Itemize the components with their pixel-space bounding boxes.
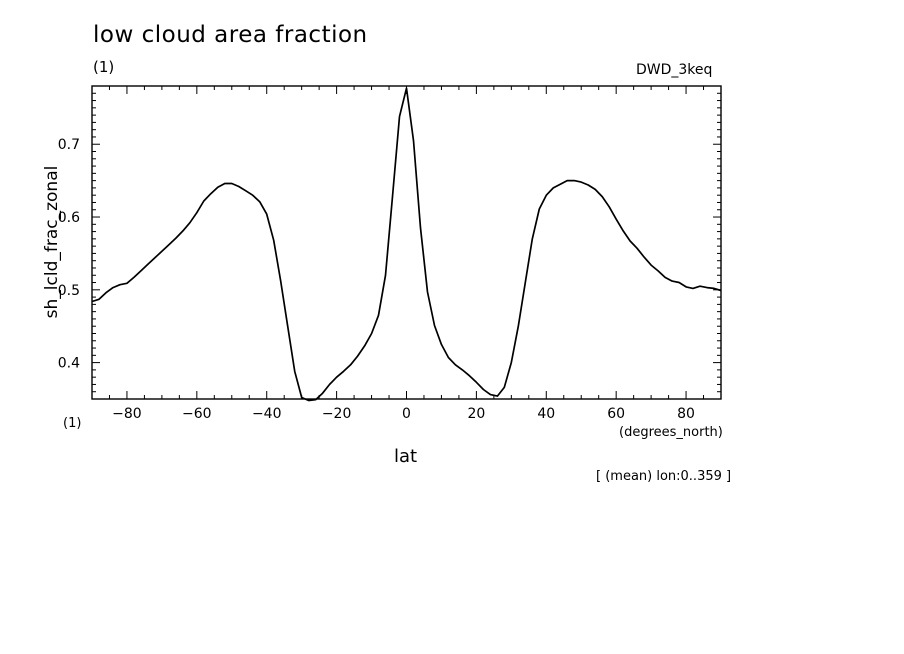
x-tick-label: 40	[537, 406, 555, 422]
x-tick-label: −40	[252, 406, 282, 422]
series-line	[91, 87, 722, 402]
tick-labels: −80 −60 −40 −20 0 20 40 60 80 0.4 0.5 0.6 0.7	[58, 137, 695, 422]
x-tick-label: 20	[467, 406, 485, 422]
x-axis-units: (degrees_north)	[619, 425, 723, 440]
chart-title: low cloud area fraction	[93, 22, 368, 48]
x-tick-label: −80	[112, 406, 142, 422]
plot-frame	[91, 85, 722, 400]
x-tick-label: 80	[677, 406, 695, 422]
y-tick-label: 0.4	[58, 356, 80, 372]
y-tick-label: 0.6	[58, 210, 80, 226]
units-label-corner: (1)	[63, 416, 82, 431]
units-label-top: (1)	[93, 58, 115, 76]
x-axis-label: lat	[394, 446, 418, 467]
x-tick-label: 60	[607, 406, 625, 422]
axis-ticks	[91, 86, 722, 399]
averaging-note: [ (mean) lon:0..359 ]	[596, 469, 732, 484]
x-tick-label: −20	[322, 406, 352, 422]
y-tick-label: 0.7	[58, 137, 80, 153]
experiment-label: DWD_3keq	[636, 62, 713, 78]
x-tick-label: −60	[182, 406, 212, 422]
y-tick-label: 0.5	[58, 283, 80, 299]
x-tick-label: 0	[402, 406, 411, 422]
